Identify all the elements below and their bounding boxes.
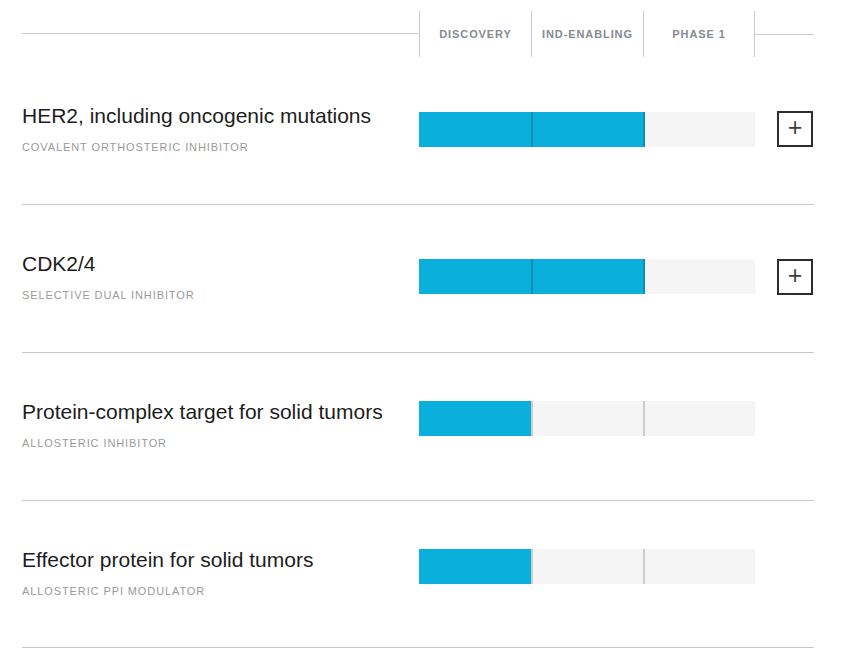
program-title: Protein-complex target for solid tumors bbox=[22, 400, 383, 424]
progress-bar bbox=[419, 259, 755, 294]
progress-bar bbox=[419, 112, 755, 147]
program-modality: COVALENT ORTHOSTERIC INHIBITOR bbox=[22, 141, 249, 154]
header-rule-left bbox=[22, 33, 419, 34]
progress-segment-discovery bbox=[419, 259, 531, 294]
progress-segment-ind-enabling bbox=[531, 549, 643, 584]
header-rule-right bbox=[755, 34, 814, 35]
row-divider bbox=[22, 352, 814, 353]
phase-column-phase-1: PHASE 1 bbox=[643, 11, 755, 57]
program-modality: SELECTIVE DUAL INHIBITOR bbox=[22, 289, 195, 302]
progress-segment-phase-1 bbox=[643, 401, 755, 436]
progress-segment-discovery bbox=[419, 401, 531, 436]
progress-segment-phase-1 bbox=[643, 112, 755, 147]
program-title: CDK2/4 bbox=[22, 252, 96, 276]
phase-column-discovery: DISCOVERY bbox=[419, 11, 531, 57]
program-modality: ALLOSTERIC INHIBITOR bbox=[22, 437, 167, 450]
phase-header: DISCOVERY IND-ENABLING PHASE 1 bbox=[419, 11, 756, 57]
program-modality: ALLOSTERIC PPI MODULATOR bbox=[22, 585, 205, 598]
expand-button[interactable]: + bbox=[777, 111, 813, 147]
pipeline-chart: DISCOVERY IND-ENABLING PHASE 1 HER2, inc… bbox=[0, 0, 865, 652]
program-title: Effector protein for solid tumors bbox=[22, 548, 313, 572]
progress-segment-ind-enabling bbox=[531, 401, 643, 436]
expand-button[interactable]: + bbox=[777, 259, 813, 295]
row-divider bbox=[22, 647, 814, 648]
progress-bar bbox=[419, 549, 755, 584]
progress-segment-discovery bbox=[419, 549, 531, 584]
progress-segment-ind-enabling bbox=[531, 259, 643, 294]
progress-segment-phase-1 bbox=[643, 549, 755, 584]
program-title: HER2, including oncogenic mutations bbox=[22, 104, 371, 128]
phase-column-ind-enabling: IND-ENABLING bbox=[531, 11, 643, 57]
row-divider bbox=[22, 500, 814, 501]
progress-bar bbox=[419, 401, 755, 436]
progress-segment-ind-enabling bbox=[531, 112, 643, 147]
row-divider bbox=[22, 204, 814, 205]
progress-segment-phase-1 bbox=[643, 259, 755, 294]
progress-segment-discovery bbox=[419, 112, 531, 147]
